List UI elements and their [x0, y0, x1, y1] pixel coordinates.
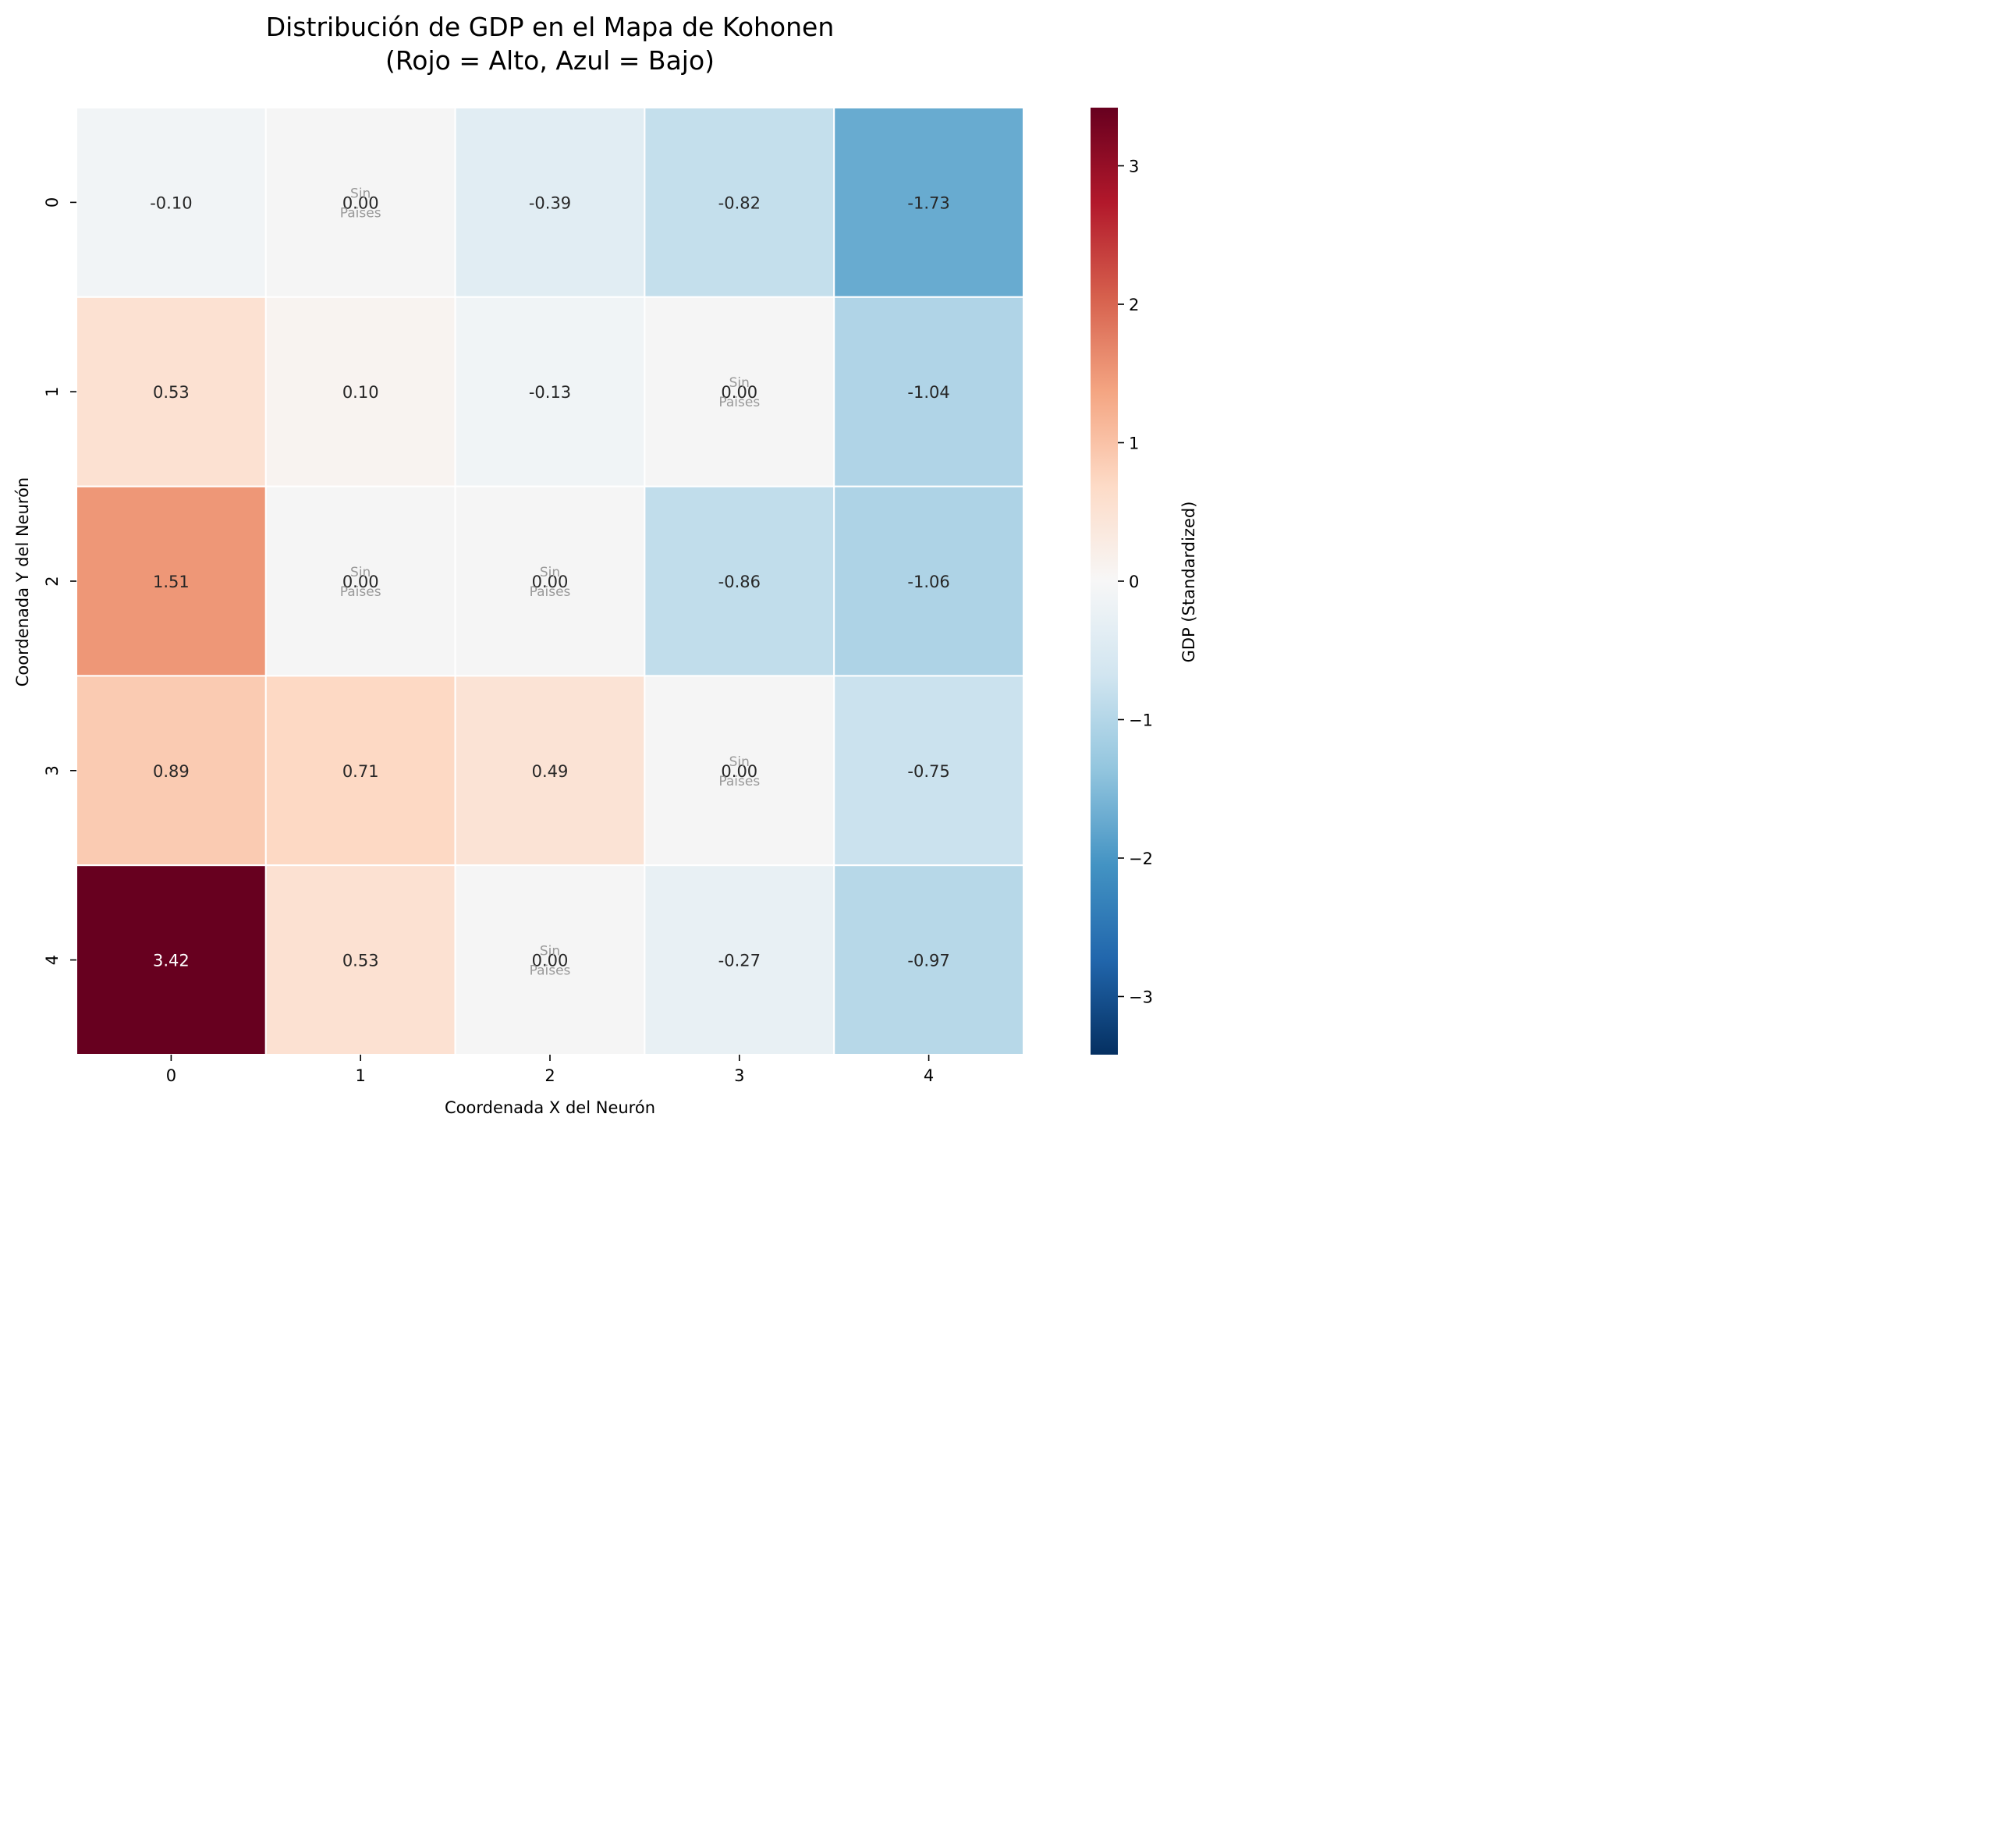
cell-value-label: -1.04	[907, 383, 949, 402]
cell-value-label: -1.06	[907, 573, 949, 591]
chart-title-line2: (Rojo = Alto, Azul = Bajo)	[385, 45, 715, 76]
x-axis-label: Coordenada X del Neurón	[445, 1098, 655, 1117]
heatmap-cell	[644, 107, 835, 298]
cell-value-label: 0.53	[153, 383, 190, 402]
cell-value-label: 0.49	[532, 762, 569, 781]
heatmap-cell	[454, 864, 646, 1055]
heatmap-cell	[76, 864, 267, 1055]
y-tick-label: 3	[43, 765, 62, 775]
colorbar-tick-label: −3	[1129, 988, 1153, 1006]
colorbar-tick-label: −1	[1129, 711, 1153, 729]
cell-value-label: -0.39	[529, 193, 571, 212]
y-tick-label: 1	[43, 387, 62, 397]
colorbar-tick-label: 3	[1129, 158, 1139, 176]
colorbar	[1091, 108, 1118, 1055]
heatmap-cell	[264, 107, 456, 298]
empty-cell-label: Paises	[530, 963, 571, 979]
cell-value-label: 0.89	[153, 762, 190, 781]
cell-value-label: 0.00	[721, 383, 757, 402]
empty-cell-label: Sin	[540, 565, 560, 580]
empty-cell-label: Sin	[729, 375, 750, 391]
heatmap-cell	[264, 485, 456, 677]
cell-value-label: -0.13	[529, 383, 571, 402]
heatmap-cell	[454, 485, 646, 677]
x-tick-label: 0	[166, 1066, 176, 1085]
cell-value-label: 0.53	[342, 952, 379, 970]
colorbar-tick-label: 1	[1129, 435, 1139, 453]
heatmap-cell	[833, 485, 1024, 677]
cell-value-label: -0.27	[718, 952, 761, 970]
empty-cell-label: Paises	[530, 584, 571, 600]
cell-value-label: 0.00	[342, 193, 379, 212]
cell-value-label: -1.73	[907, 193, 949, 212]
y-tick-label: 0	[43, 197, 62, 208]
y-axis: 0 1 2 3 4	[43, 197, 76, 965]
colorbar-label: GDP (Standardized)	[1179, 502, 1198, 663]
x-tick-label: 2	[544, 1066, 555, 1085]
heatmap-cell	[644, 485, 835, 677]
cell-value-label: 0.00	[342, 573, 379, 591]
heatmap-cell	[833, 864, 1024, 1055]
x-axis: 0 1 2 3 4	[166, 1055, 934, 1085]
chart-title-line1: Distribución de GDP en el Mapa de Kohone…	[266, 12, 835, 42]
cell-value-label: -0.75	[907, 762, 949, 781]
heatmap-cell	[644, 675, 835, 867]
heatmap-cell	[833, 675, 1024, 867]
cell-value-label: 0.00	[532, 952, 569, 970]
y-axis-label: Coordenada Y del Neurón	[13, 477, 32, 686]
empty-cell-label: Sin	[350, 186, 371, 201]
cell-value-label: -0.97	[907, 952, 949, 970]
colorbar-axis: 3 2 1 0 −1 −2 −3	[1118, 158, 1153, 1006]
cell-value-label: -0.82	[718, 193, 761, 212]
heatmap-cell	[76, 107, 267, 298]
empty-cell-label: Sin	[540, 944, 560, 959]
y-tick-label: 4	[43, 955, 62, 965]
heatmap-cell	[833, 296, 1024, 488]
cell-value-label: 0.00	[721, 762, 757, 781]
colorbar-tick-label: 2	[1129, 296, 1139, 314]
heatmap-cell	[454, 107, 646, 298]
gdp-kohonen-heatmap: Distribución de GDP en el Mapa de Kohone…	[13, 12, 1198, 1117]
cell-value-label: 0.71	[342, 762, 379, 781]
x-tick-label: 4	[924, 1066, 934, 1085]
x-tick-label: 3	[734, 1066, 744, 1085]
cell-value-label: 1.51	[153, 573, 190, 591]
empty-cell-label: Paises	[718, 774, 760, 789]
heatmap-cells	[76, 107, 1024, 1055]
heatmap-cell	[264, 864, 456, 1055]
y-tick-label: 2	[43, 576, 62, 586]
cell-value-label: -0.10	[150, 193, 192, 212]
x-tick-label: 1	[356, 1066, 366, 1085]
empty-cell-label: Sin	[350, 565, 371, 580]
heatmap-cell	[264, 675, 456, 867]
colorbar-tick-label: −2	[1129, 850, 1153, 868]
cell-value-label: 3.42	[153, 952, 190, 970]
heatmap-cell	[454, 675, 646, 867]
empty-cell-label: Paises	[340, 584, 381, 600]
colorbar-tick-label: 0	[1129, 573, 1139, 591]
heatmap-cell	[76, 296, 267, 488]
empty-cell-label: Paises	[718, 395, 760, 410]
heatmap-cell	[454, 296, 646, 488]
cell-value-label: 0.10	[342, 383, 379, 402]
cell-value-label: -0.86	[718, 573, 761, 591]
cell-value-label: 0.00	[532, 573, 569, 591]
empty-cell-label: Sin	[729, 754, 750, 770]
empty-cell-label: Paises	[340, 205, 381, 221]
heatmap-cell	[833, 107, 1024, 298]
